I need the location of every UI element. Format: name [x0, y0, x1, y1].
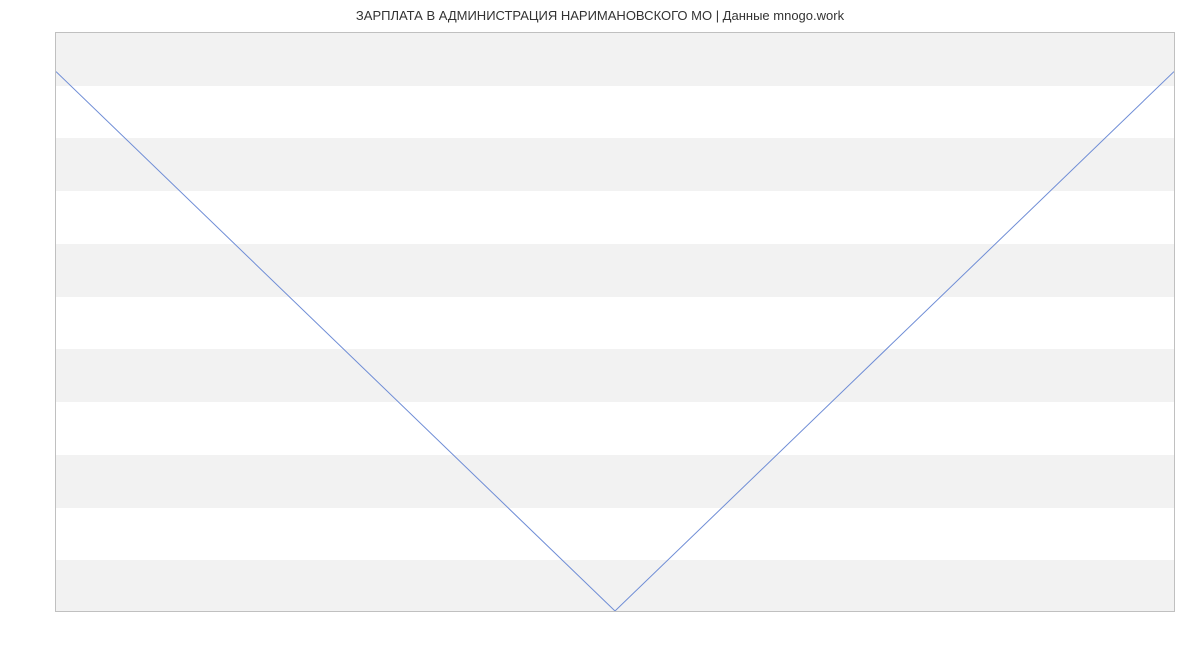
salary-chart: ЗАРПЛАТА В АДМИНИСТРАЦИЯ НАРИМАНОВСКОГО … — [0, 0, 1200, 650]
x-tick-mark — [56, 611, 57, 612]
line-layer — [56, 33, 1174, 611]
chart-title: ЗАРПЛАТА В АДМИНИСТРАЦИЯ НАРИМАНОВСКОГО … — [0, 8, 1200, 23]
x-tick-mark — [616, 611, 617, 612]
plot-area: 1700017500180001850019000195002000020500… — [55, 32, 1175, 612]
series-line — [56, 72, 1174, 611]
